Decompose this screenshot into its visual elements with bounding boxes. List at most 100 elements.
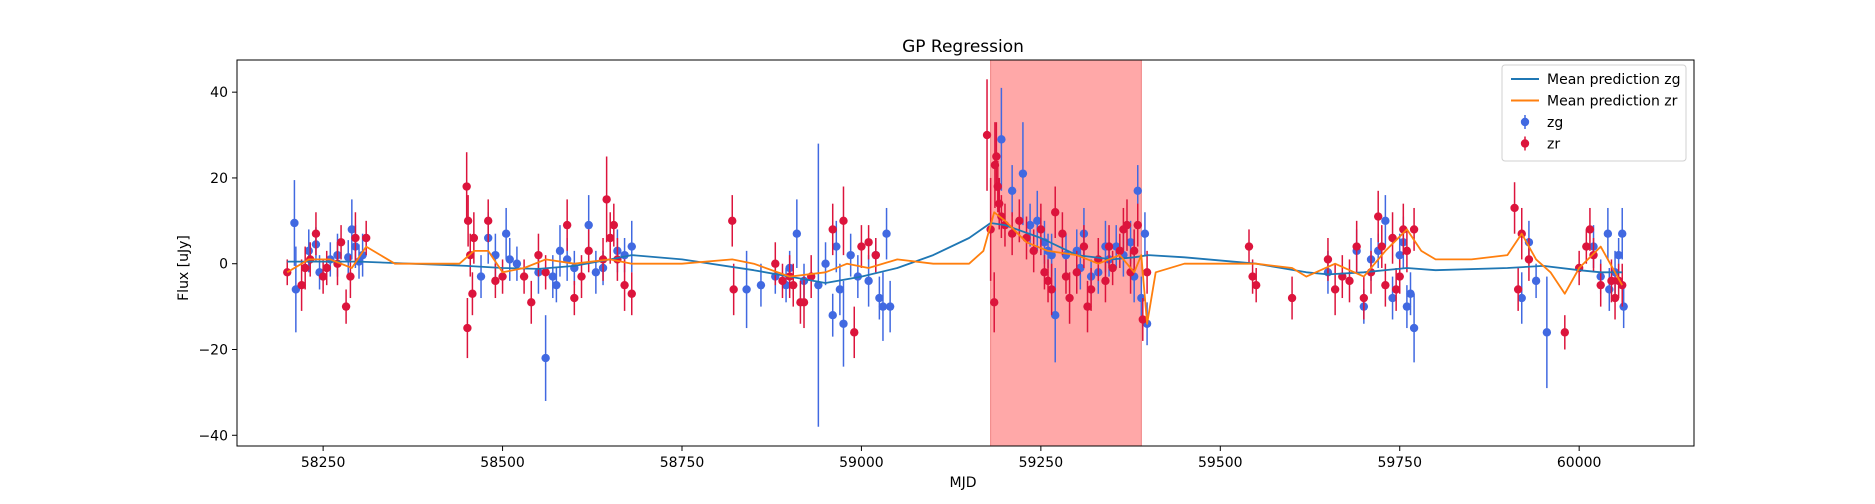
zr-point-38 [729, 263, 738, 316]
zr-marker [1352, 242, 1361, 251]
legend-label: zr [1547, 137, 1560, 153]
zr-point-11 [351, 212, 360, 264]
zr-point-85 [1129, 229, 1139, 273]
zr-marker [609, 220, 619, 230]
zg-marker [552, 280, 561, 290]
zg-point-1 [291, 246, 301, 333]
zr-marker [463, 323, 472, 333]
y-axis-label: Flux [uJy] [176, 235, 192, 301]
zr-point-92 [1287, 276, 1297, 320]
zr-marker [1036, 225, 1046, 234]
zr-marker [771, 259, 780, 268]
zr-marker [1029, 246, 1038, 256]
legend-marker-swatch [1520, 139, 1530, 148]
x-tick-label: 59000 [839, 455, 884, 471]
x-tick-label: 60000 [1557, 455, 1602, 471]
zr-point-101 [1377, 225, 1386, 269]
zr-marker [1022, 233, 1031, 243]
zr-point-91 [1251, 268, 1261, 303]
zr-marker [1607, 276, 1616, 286]
zg-marker [1542, 328, 1552, 337]
zr-marker [318, 272, 328, 281]
zr-marker [1244, 242, 1254, 251]
zg-marker [1614, 250, 1623, 260]
zr-point-79 [1104, 225, 1114, 269]
zr-marker [491, 276, 500, 286]
zg-marker [1409, 323, 1419, 333]
zr-marker [1330, 285, 1340, 294]
y-tick-label: −40 [198, 428, 228, 444]
zg-marker [1126, 238, 1135, 247]
zg-point-56 [1033, 190, 1042, 251]
zr-marker [864, 238, 873, 247]
zr-point-21 [498, 259, 507, 294]
zg-point-21 [552, 268, 561, 303]
legend: Mean prediction zg Mean prediction zr zg zr [1501, 64, 1687, 162]
zr-point-87 [1138, 298, 1147, 341]
zg-marker [347, 225, 357, 234]
y-axis-ticks: −40 −20 0 20 40 [198, 85, 237, 444]
zr-marker [1513, 285, 1523, 294]
legend-label: Mean prediction zg [1547, 72, 1681, 88]
mean-prediction-zr-line [286, 211, 1623, 325]
zg-marker [882, 229, 891, 238]
zr-marker [982, 130, 992, 140]
zr-marker [1251, 280, 1261, 290]
zr-marker [1589, 250, 1598, 260]
zg-point-16 [505, 237, 514, 281]
zr-point-44 [799, 276, 809, 329]
zg-marker [756, 280, 766, 290]
zg-point-88 [1409, 293, 1419, 363]
zr-point-25 [541, 255, 550, 290]
zg-point-22 [555, 225, 565, 277]
zr-point-13 [462, 152, 471, 221]
x-axis-ticks: 58250 58500 58750 59000 59250 59500 59750 60000 [301, 446, 1602, 471]
zr-marker [857, 242, 866, 251]
zg-marker [591, 268, 601, 277]
zg-marker [1025, 220, 1035, 230]
zr-point-56 [992, 122, 1001, 191]
zg-marker [814, 280, 823, 290]
zr-marker [1058, 229, 1067, 238]
zr-point-54 [990, 272, 999, 333]
zg-point-51 [885, 280, 895, 333]
zr-point-46 [828, 203, 837, 256]
zg-point-17 [512, 246, 522, 281]
zg-marker [501, 229, 511, 238]
mean-lines-layer [286, 211, 1623, 325]
zr-point-97 [1352, 220, 1361, 273]
zg-marker [1605, 285, 1614, 294]
zr-marker [351, 233, 360, 243]
zr-marker [871, 250, 880, 260]
zr-marker [1345, 276, 1354, 286]
zg-point-15 [501, 207, 511, 260]
chart-title: GP Regression [902, 37, 1024, 57]
zr-point-73 [1072, 250, 1081, 294]
zg-point-87 [1406, 272, 1415, 316]
zr-marker [1409, 225, 1419, 234]
zr-point-110 [1513, 268, 1523, 311]
zr-marker [1388, 233, 1397, 243]
zr-point-80 [1108, 250, 1117, 286]
zr-point-12 [361, 220, 371, 256]
zr-marker [1065, 293, 1074, 303]
zg-marker [1007, 186, 1017, 196]
zr-marker [1104, 242, 1114, 251]
zr-point-67 [1043, 259, 1053, 303]
zr-marker [995, 199, 1004, 208]
zr-point-36 [627, 272, 636, 316]
zr-point-39 [771, 242, 780, 286]
zr-point-115 [1582, 229, 1591, 264]
zg-point-11 [358, 233, 367, 277]
y-tick-label: 20 [210, 171, 228, 187]
legend-label: Mean prediction zr [1547, 94, 1678, 110]
zr-points-layer [283, 79, 1627, 359]
zr-point-89 [1244, 229, 1254, 264]
zg-marker [1140, 229, 1150, 238]
zr-point-96 [1345, 259, 1354, 303]
zr-marker [462, 182, 471, 191]
zg-marker [839, 319, 848, 328]
zr-point-88 [1142, 250, 1152, 294]
zg-marker [997, 135, 1006, 144]
